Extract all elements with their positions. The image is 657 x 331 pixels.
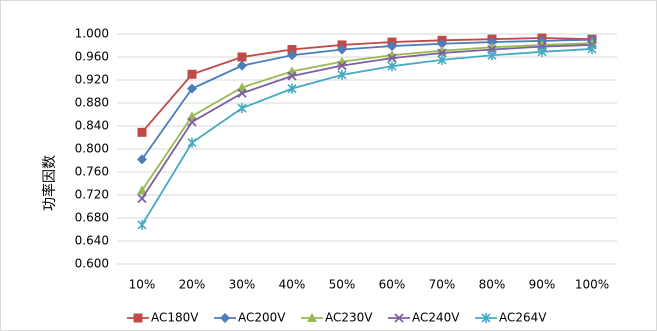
- legend-marker: [220, 313, 230, 323]
- series-line: [141, 37, 593, 133]
- y-tick-label: 0.720: [75, 188, 109, 202]
- legend-label: AC240V: [412, 311, 460, 325]
- y-tick-label: 0.840: [75, 119, 109, 133]
- data-point: [387, 41, 397, 52]
- y-tick-label: 0.800: [75, 142, 109, 156]
- data-point: [187, 83, 197, 94]
- data-point: [387, 53, 397, 63]
- legend-marker: [133, 313, 143, 323]
- data-point: [187, 69, 197, 79]
- y-axis-title: 功率因数: [41, 155, 58, 211]
- x-tick-label: 30%: [229, 278, 256, 292]
- data-point: [437, 48, 447, 58]
- x-tick-label: 50%: [329, 278, 356, 292]
- legend-label: AC200V: [238, 311, 286, 325]
- y-tick-label: 0.960: [75, 50, 109, 64]
- data-point: [137, 127, 147, 137]
- series-lines: [137, 33, 597, 230]
- data-point: [187, 137, 197, 148]
- gridlines: [117, 33, 617, 265]
- data-point: [237, 82, 247, 92]
- data-point: [137, 219, 147, 230]
- axes: 0.600 0.640 0.680 0.720 0.760 0.800 0.840 0.880…: [75, 27, 610, 292]
- data-point: [237, 52, 247, 62]
- legend-label: AC180V: [151, 311, 199, 325]
- legend-item: AC264V: [475, 311, 547, 325]
- legend-label: AC230V: [325, 311, 373, 325]
- data-point: [437, 54, 447, 65]
- data-point: [337, 60, 347, 71]
- data-point: [237, 88, 247, 98]
- x-tick-label: 80%: [479, 278, 506, 292]
- y-tick-label: 0.640: [75, 234, 109, 248]
- x-tick-label: 40%: [279, 278, 306, 292]
- x-tick-label: 20%: [179, 278, 206, 292]
- legend: AC180V AC200V AC230V AC240V AC264V: [127, 311, 547, 325]
- legend-item: AC240V: [388, 311, 460, 325]
- y-tick-label: 0.680: [75, 211, 109, 225]
- series-line: [141, 42, 593, 191]
- data-point: [137, 185, 147, 195]
- data-point: [287, 45, 297, 55]
- data-point: [337, 69, 347, 80]
- data-point: [237, 103, 247, 114]
- data-point: [387, 61, 397, 72]
- data-point: [237, 60, 247, 71]
- y-tick-label: 0.760: [75, 165, 109, 179]
- data-point: [287, 50, 297, 61]
- y-tick-label: 0.880: [75, 96, 109, 110]
- series-line: [141, 44, 593, 199]
- x-tick-label: 60%: [379, 278, 406, 292]
- data-point: [137, 154, 147, 165]
- y-tick-label: 0.920: [75, 73, 109, 87]
- legend-label: AC264V: [499, 311, 547, 325]
- series-line: [141, 38, 593, 160]
- data-point: [437, 38, 447, 49]
- legend-item: AC200V: [214, 311, 286, 325]
- legend-marker: [394, 313, 404, 323]
- data-point: [587, 43, 597, 54]
- series-line: [141, 48, 593, 226]
- y-tick-label: 1.000: [75, 27, 109, 41]
- y-tick-label: 0.600: [75, 257, 109, 271]
- data-point: [137, 193, 147, 204]
- x-tick-label: 10%: [129, 278, 156, 292]
- legend-item: AC230V: [301, 311, 373, 325]
- data-point: [287, 71, 297, 81]
- legend-item: AC180V: [127, 311, 199, 325]
- data-point: [337, 44, 347, 55]
- data-point: [537, 46, 547, 57]
- x-tick-label: 70%: [429, 278, 456, 292]
- data-point: [487, 37, 497, 48]
- x-tick-label: 100%: [575, 278, 609, 292]
- data-point: [287, 83, 297, 94]
- legend-marker: [481, 313, 491, 323]
- data-point: [487, 50, 497, 61]
- data-point: [187, 117, 197, 127]
- legend-marker: [307, 313, 317, 322]
- data-point: [187, 111, 197, 121]
- series-ac264v: [137, 43, 597, 230]
- x-tick-label: 90%: [529, 278, 556, 292]
